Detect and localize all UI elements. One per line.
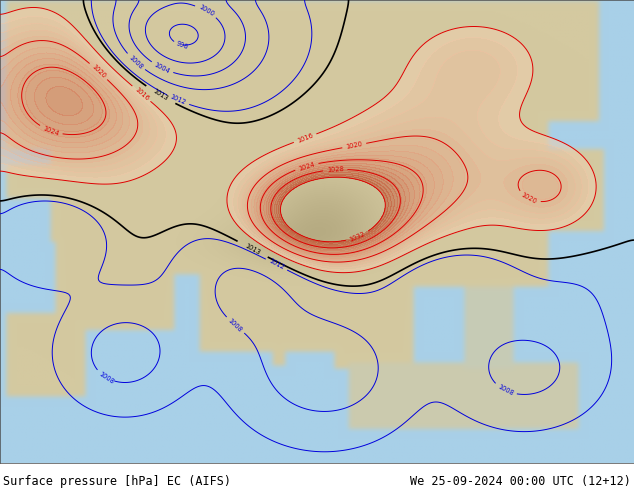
Text: 1008: 1008 — [127, 54, 144, 70]
Text: 1008: 1008 — [496, 384, 514, 397]
Text: We 25-09-2024 00:00 UTC (12+12): We 25-09-2024 00:00 UTC (12+12) — [410, 474, 631, 488]
Text: 1012: 1012 — [169, 94, 187, 106]
Text: 1013: 1013 — [244, 243, 261, 256]
Text: 1024: 1024 — [42, 125, 60, 137]
Text: 1020: 1020 — [521, 192, 538, 205]
Text: 1024: 1024 — [298, 161, 316, 172]
Text: 1008: 1008 — [227, 317, 243, 333]
Text: 1032: 1032 — [349, 231, 366, 243]
Text: 1016: 1016 — [296, 132, 314, 144]
Text: 1012: 1012 — [268, 258, 285, 271]
Text: 1020: 1020 — [346, 141, 363, 150]
Text: 1004: 1004 — [153, 61, 171, 74]
Text: 1000: 1000 — [197, 4, 215, 18]
Text: 1008: 1008 — [98, 370, 115, 385]
Text: 1013: 1013 — [152, 88, 169, 102]
Text: Surface pressure [hPa] EC (AIFS): Surface pressure [hPa] EC (AIFS) — [3, 474, 231, 488]
Text: 996: 996 — [176, 40, 190, 50]
Text: 1016: 1016 — [133, 86, 150, 101]
Text: 1020: 1020 — [90, 63, 107, 79]
Text: 1028: 1028 — [327, 166, 344, 173]
